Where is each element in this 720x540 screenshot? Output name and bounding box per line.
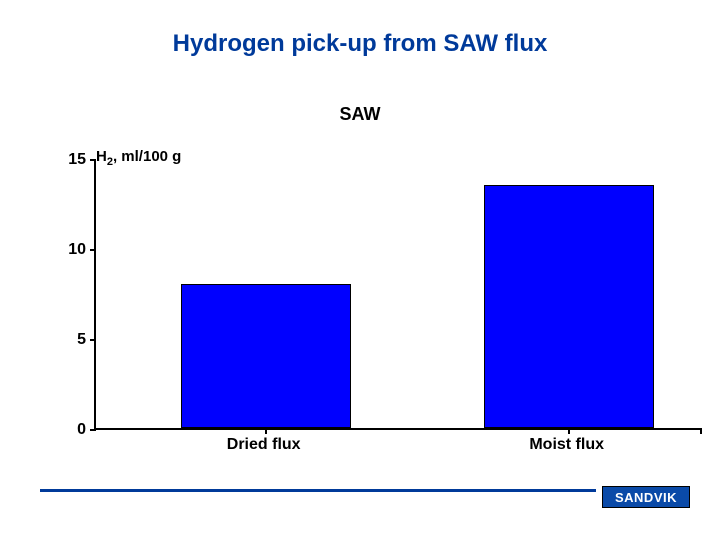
bar-chart: 051015Dried fluxMoist flux — [60, 160, 700, 450]
y-tick-label: 15 — [56, 151, 86, 169]
footer-rule — [40, 489, 596, 492]
y-tick — [90, 429, 96, 431]
x-tick — [700, 428, 702, 434]
x-tick — [568, 428, 570, 434]
bar — [181, 284, 351, 428]
y-tick — [90, 339, 96, 341]
slide: Hydrogen pick-up from SAW flux SAW H2, m… — [0, 0, 720, 540]
brand-logo-text: SANDVIK — [615, 490, 677, 505]
bar — [484, 185, 654, 428]
y-tick-label: 0 — [56, 421, 86, 439]
chart-subtitle: SAW — [0, 104, 720, 125]
y-tick — [90, 249, 96, 251]
x-category-label: Moist flux — [529, 436, 604, 454]
y-tick-label: 10 — [56, 241, 86, 259]
x-category-label: Dried flux — [227, 436, 301, 454]
brand-logo: SANDVIK — [602, 486, 690, 508]
y-tick-label: 5 — [56, 331, 86, 349]
plot-area — [94, 160, 700, 430]
x-tick — [265, 428, 267, 434]
slide-title: Hydrogen pick-up from SAW flux — [0, 30, 720, 58]
y-tick — [90, 159, 96, 161]
